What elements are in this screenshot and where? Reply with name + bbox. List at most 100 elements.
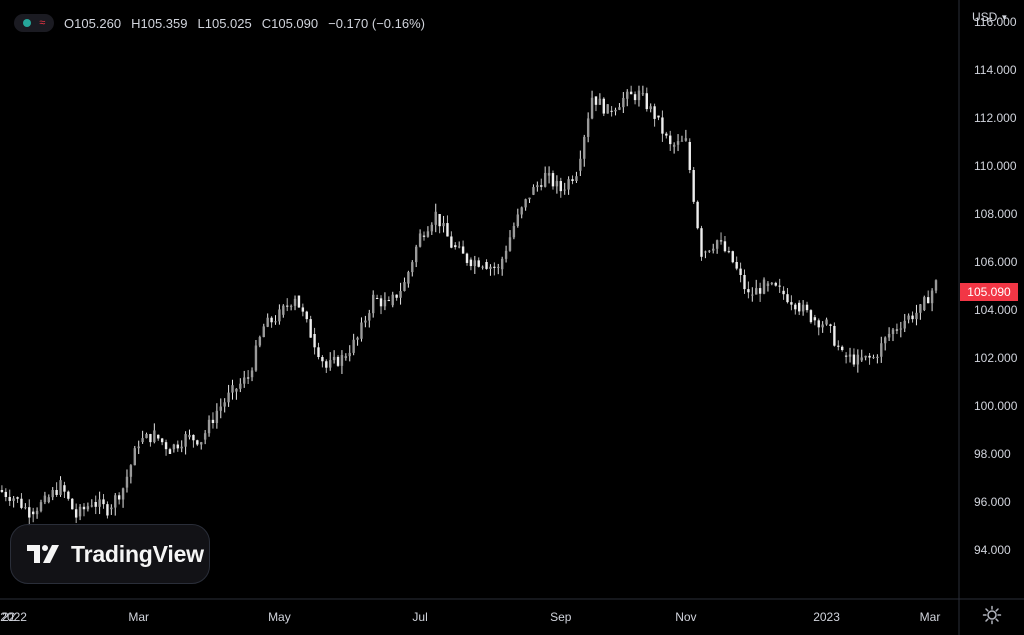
candle-body bbox=[86, 506, 90, 510]
candle-body bbox=[24, 507, 27, 509]
candle-body bbox=[293, 298, 297, 306]
candle-body bbox=[356, 337, 359, 340]
candle-body bbox=[622, 97, 625, 108]
candles-layer bbox=[0, 85, 938, 526]
candle-body bbox=[215, 410, 219, 424]
last-price-label: 105.090 bbox=[960, 283, 1018, 301]
candle-body bbox=[434, 211, 437, 225]
candle-body bbox=[121, 488, 125, 500]
candle-body bbox=[481, 266, 484, 268]
candle-body bbox=[82, 506, 86, 510]
candle-body bbox=[168, 449, 172, 454]
candle-body bbox=[649, 106, 652, 110]
candle-body bbox=[239, 383, 242, 389]
candle-body bbox=[47, 497, 51, 502]
candle-body bbox=[528, 197, 531, 200]
candle-body bbox=[157, 434, 160, 439]
candle-body bbox=[880, 343, 883, 357]
live-dot-icon bbox=[22, 19, 31, 27]
candle-body bbox=[414, 246, 418, 263]
candle-body bbox=[637, 90, 641, 101]
candle-body bbox=[446, 223, 449, 237]
gear-icon[interactable] bbox=[982, 605, 1002, 625]
candle-body bbox=[915, 312, 918, 320]
candle-body bbox=[125, 476, 129, 488]
candle-body bbox=[786, 294, 789, 303]
candle-body bbox=[809, 310, 813, 323]
candle-body bbox=[926, 297, 930, 304]
candle-body bbox=[438, 214, 441, 227]
candle-body bbox=[602, 98, 605, 114]
candle-body bbox=[74, 509, 78, 518]
candle-body bbox=[817, 320, 820, 328]
candle-body bbox=[368, 313, 371, 321]
candle-body bbox=[899, 328, 903, 330]
candle-body bbox=[524, 199, 527, 208]
candle-body bbox=[192, 434, 195, 441]
candle-body bbox=[219, 406, 222, 411]
candle-body bbox=[837, 345, 840, 347]
candle-body bbox=[114, 495, 117, 508]
candle-body bbox=[211, 419, 215, 424]
candle-body bbox=[520, 207, 523, 215]
ohlc-low: L105.025 bbox=[197, 15, 252, 31]
y-tick-label: 94.000 bbox=[974, 543, 1011, 557]
y-tick-label: 110.000 bbox=[974, 159, 1017, 173]
candle-body bbox=[418, 233, 422, 247]
candle-body bbox=[145, 434, 148, 439]
candle-body bbox=[250, 370, 254, 378]
candle-body bbox=[590, 97, 594, 119]
candle-body bbox=[934, 280, 938, 291]
candle-body bbox=[778, 285, 781, 287]
candle-body bbox=[31, 511, 35, 515]
candle-body bbox=[657, 115, 660, 118]
candle-body bbox=[747, 289, 750, 293]
candle-body bbox=[235, 388, 238, 392]
candle-body bbox=[598, 98, 602, 105]
candle-body bbox=[743, 274, 746, 290]
candle-body bbox=[672, 144, 676, 147]
logo-text: TradingView bbox=[71, 540, 204, 567]
candle-body bbox=[200, 442, 203, 445]
tradingview-logo[interactable]: TradingView bbox=[10, 524, 210, 584]
candle-body bbox=[876, 356, 879, 358]
candle-body bbox=[8, 496, 11, 501]
candle-body bbox=[848, 354, 852, 357]
candle-body bbox=[28, 507, 31, 518]
y-tick-label: 98.000 bbox=[974, 447, 1011, 461]
price-axis[interactable]: 94.000 96.000 98.000 100.000 102.000 104.000 1… bbox=[974, 15, 1018, 557]
candle-body bbox=[184, 434, 187, 447]
candle-body bbox=[911, 315, 914, 320]
wave-icon: ≈ bbox=[39, 16, 46, 29]
candle-body bbox=[688, 142, 691, 171]
candle-body bbox=[684, 138, 688, 141]
candle-body bbox=[203, 433, 207, 440]
candle-body bbox=[372, 294, 375, 314]
candle-body bbox=[149, 434, 152, 443]
candle-body bbox=[176, 444, 179, 449]
candle-body bbox=[579, 158, 582, 171]
candle-body bbox=[755, 288, 758, 295]
x-tick-label: Nov bbox=[675, 610, 696, 624]
y-tick-label: 104.000 bbox=[974, 303, 1018, 317]
candle-body bbox=[739, 268, 742, 275]
candle-body bbox=[403, 282, 406, 292]
candle-body bbox=[825, 319, 828, 325]
status-indicator[interactable]: ≈ bbox=[14, 14, 54, 32]
candle-body bbox=[305, 311, 308, 320]
tradingview-logo-icon bbox=[27, 545, 59, 563]
candle-body bbox=[231, 385, 234, 393]
candle-body bbox=[770, 282, 774, 284]
candle-body bbox=[536, 185, 539, 188]
candle-body bbox=[172, 444, 176, 450]
currency-dropdown[interactable]: USD ▼ bbox=[972, 10, 1008, 24]
candle-body bbox=[645, 93, 648, 110]
candle-body bbox=[571, 179, 574, 181]
candle-body bbox=[704, 251, 707, 253]
candle-body bbox=[614, 109, 617, 112]
chevron-down-icon: ▼ bbox=[1000, 12, 1009, 22]
candle-body bbox=[71, 498, 74, 510]
candle-body bbox=[78, 506, 82, 517]
candle-body bbox=[833, 325, 836, 346]
